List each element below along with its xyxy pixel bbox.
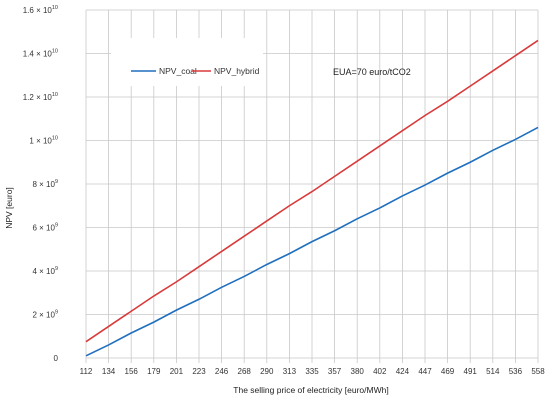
y-tick-exponent: 9 bbox=[55, 310, 58, 316]
y-tick-exponent: 9 bbox=[55, 179, 58, 185]
x-tick-label: 335 bbox=[305, 367, 319, 376]
legend-label-npv-coal: NPV_coal bbox=[159, 66, 197, 76]
x-tick-label: 424 bbox=[396, 367, 410, 376]
x-tick-label: 380 bbox=[351, 367, 365, 376]
x-tick-label: 469 bbox=[441, 367, 455, 376]
series-line-npv-coal bbox=[85, 126, 539, 357]
x-tick-label: 112 bbox=[80, 367, 93, 376]
x-tick-label: 179 bbox=[147, 367, 161, 376]
x-tick-label: 223 bbox=[192, 367, 206, 376]
y-tick-exponent: 10 bbox=[52, 49, 58, 55]
y-tick-label: 6 × 109 bbox=[32, 223, 58, 233]
x-tick-label: 201 bbox=[170, 367, 184, 376]
x-tick-label: 357 bbox=[328, 367, 342, 376]
legend: NPV_coal NPV_hybrid bbox=[131, 66, 260, 76]
series-line-npv-hybrid bbox=[85, 39, 539, 343]
x-tick-label: 290 bbox=[260, 367, 274, 376]
x-tick-label: 514 bbox=[486, 367, 500, 376]
x-tick-label: 313 bbox=[283, 367, 297, 376]
x-tick-label: 536 bbox=[509, 367, 523, 376]
x-tick-label: 447 bbox=[418, 367, 432, 376]
y-tick-label: 1.4 × 1010 bbox=[23, 49, 58, 59]
x-tick-label: 134 bbox=[102, 367, 116, 376]
y-tick-label: 1.2 × 1010 bbox=[23, 92, 58, 102]
y-tick-label: 4 × 109 bbox=[32, 266, 58, 276]
annotation-eua: EUA=70 euro/tCO2 bbox=[333, 67, 411, 77]
y-tick-labels: 0 2 × 109 4 × 109 6 × 109 8 × 109 1 × 1010 1.2… bbox=[23, 5, 59, 363]
y-tick-label: 8 × 109 bbox=[32, 179, 58, 189]
x-tick-label: 246 bbox=[215, 367, 229, 376]
legend-box bbox=[111, 38, 263, 86]
y-tick-exponent: 10 bbox=[52, 136, 58, 142]
y-tick-exponent: 10 bbox=[52, 92, 58, 98]
series-lines bbox=[85, 39, 539, 357]
y-tick-label: 0 bbox=[54, 354, 59, 363]
legend-label-npv-hybrid: NPV_hybrid bbox=[214, 66, 260, 76]
x-tick-label: 268 bbox=[238, 367, 252, 376]
y-tick-label: 1 × 1010 bbox=[29, 136, 58, 146]
y-tick-exponent: 9 bbox=[55, 266, 58, 272]
y-axis-title: NPV [euro] bbox=[4, 187, 14, 229]
y-tick-label: 2 × 109 bbox=[32, 310, 58, 320]
x-tick-label: 558 bbox=[531, 367, 545, 376]
x-tick-label: 491 bbox=[464, 367, 478, 376]
x-tick-labels: 112 134 156 179 201 223 246 268 290 313 335 357 380 4… bbox=[80, 367, 546, 376]
y-tick-exponent: 9 bbox=[55, 223, 58, 229]
x-tick-label: 156 bbox=[125, 367, 139, 376]
x-tick-label: 402 bbox=[373, 367, 387, 376]
y-tick-label: 1.6 × 1010 bbox=[23, 5, 58, 15]
x-axis-title: The selling price of electricity [euro/M… bbox=[233, 385, 388, 395]
y-tick-exponent: 10 bbox=[52, 5, 58, 11]
